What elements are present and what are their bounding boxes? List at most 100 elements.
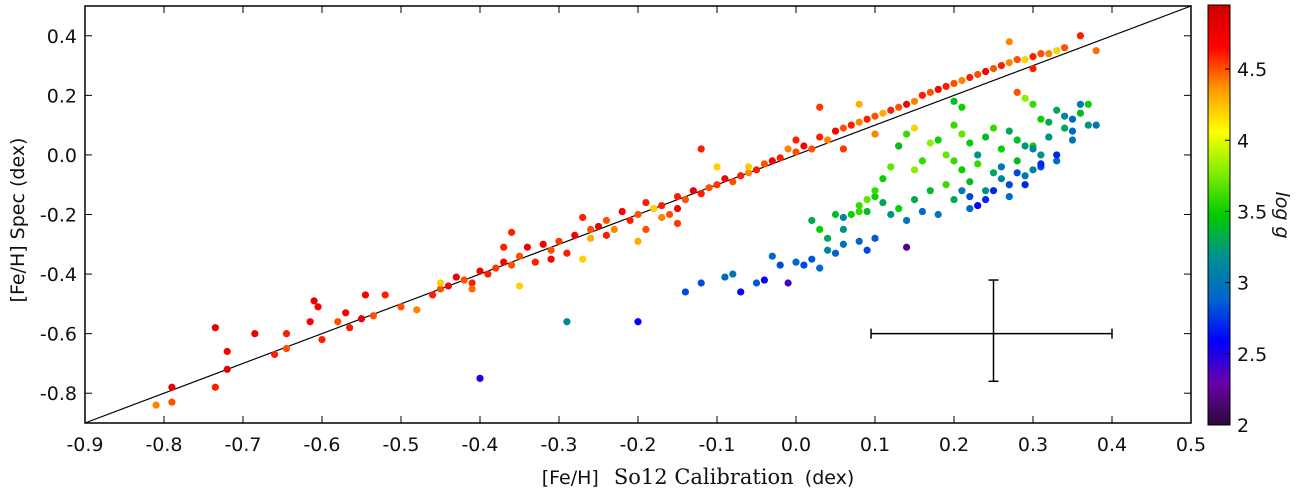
y-tick-label: -0.8 xyxy=(40,383,77,405)
data-point xyxy=(887,210,895,219)
data-point xyxy=(342,309,350,317)
data-point xyxy=(397,303,405,311)
data-point xyxy=(942,151,950,159)
data-point xyxy=(800,261,808,269)
data-point xyxy=(531,258,539,266)
data-point xyxy=(713,163,721,171)
data-point xyxy=(634,318,642,326)
data-point xyxy=(816,264,824,272)
x-tick-label: -0.2 xyxy=(619,434,656,456)
data-point xyxy=(831,249,840,257)
x-tick-label: -0.4 xyxy=(461,434,498,456)
data-point xyxy=(855,201,863,210)
data-point xyxy=(1021,94,1029,102)
data-point xyxy=(816,133,824,141)
x-axis-title-main: So12 Calibration xyxy=(614,465,794,489)
data-point xyxy=(871,234,879,242)
data-point xyxy=(1061,44,1069,52)
x-tick-label: 0.3 xyxy=(1018,434,1048,456)
data-point xyxy=(1013,88,1021,96)
data-point xyxy=(1013,56,1021,64)
data-point xyxy=(958,103,966,111)
data-point xyxy=(903,243,911,251)
data-point xyxy=(839,145,848,153)
data-point xyxy=(887,106,895,114)
data-point xyxy=(1053,157,1061,165)
data-point xyxy=(824,136,832,144)
data-point xyxy=(855,237,863,245)
data-point xyxy=(1005,58,1013,67)
x-tick-label: 0.5 xyxy=(1176,434,1206,456)
data-point xyxy=(306,318,314,326)
data-point xyxy=(752,279,761,287)
data-point xyxy=(847,210,855,219)
data-point xyxy=(634,210,642,219)
data-point xyxy=(539,240,547,248)
colorbar-title: log g xyxy=(1271,191,1293,238)
data-point xyxy=(879,175,887,183)
data-point xyxy=(697,279,705,287)
data-point xyxy=(1068,127,1077,135)
data-point xyxy=(847,121,855,129)
axis-ticks xyxy=(84,6,1192,423)
data-point xyxy=(1013,136,1021,144)
data-point xyxy=(282,330,291,338)
data-point xyxy=(831,210,840,219)
data-point xyxy=(697,190,705,198)
data-point xyxy=(369,312,377,320)
plot-area xyxy=(84,5,1192,424)
data-point xyxy=(602,231,611,239)
data-point xyxy=(1092,47,1100,55)
data-point xyxy=(492,264,500,272)
data-point xyxy=(982,187,990,195)
data-point xyxy=(1013,157,1021,165)
data-point xyxy=(910,166,919,174)
data-point xyxy=(863,207,871,216)
data-point xyxy=(895,142,903,150)
data-point xyxy=(1068,115,1077,123)
data-point xyxy=(997,175,1006,183)
data-point xyxy=(681,288,690,296)
data-point xyxy=(910,124,919,132)
data-point xyxy=(974,201,982,210)
x-tick-label: -0.8 xyxy=(145,434,182,456)
data-point xyxy=(918,91,927,99)
data-point xyxy=(950,157,958,165)
data-point xyxy=(1084,100,1092,108)
data-point xyxy=(357,315,366,323)
data-point xyxy=(547,255,555,263)
data-point xyxy=(792,136,800,144)
data-point xyxy=(381,291,389,299)
data-point xyxy=(745,163,753,171)
data-point xyxy=(1045,118,1053,126)
data-point xyxy=(871,187,879,195)
data-point xyxy=(934,85,942,93)
data-point xyxy=(642,225,650,233)
data-point xyxy=(282,344,291,353)
data-point xyxy=(318,336,326,344)
data-point xyxy=(816,225,824,233)
data-point xyxy=(673,204,682,213)
data-point xyxy=(1005,127,1013,135)
data-point xyxy=(918,157,927,165)
data-point xyxy=(839,240,848,248)
x-axis-title: [Fe/H] So12 Calibration (dex) xyxy=(542,465,855,489)
data-point xyxy=(705,184,713,192)
data-point xyxy=(966,193,974,201)
data-point xyxy=(721,273,729,281)
data-point xyxy=(429,291,437,299)
data-point xyxy=(808,255,816,263)
data-point xyxy=(918,207,927,216)
x-tick-label: -0.1 xyxy=(698,434,735,456)
data-point xyxy=(895,204,903,213)
data-point xyxy=(1029,166,1037,174)
data-point xyxy=(1084,121,1092,129)
x-tick-label: 0.2 xyxy=(939,434,969,456)
data-point xyxy=(871,193,879,201)
data-point xyxy=(824,246,832,254)
data-point xyxy=(958,76,966,85)
data-point xyxy=(1029,100,1037,108)
data-point xyxy=(839,225,848,233)
data-point xyxy=(776,154,784,162)
data-point xyxy=(974,160,982,168)
